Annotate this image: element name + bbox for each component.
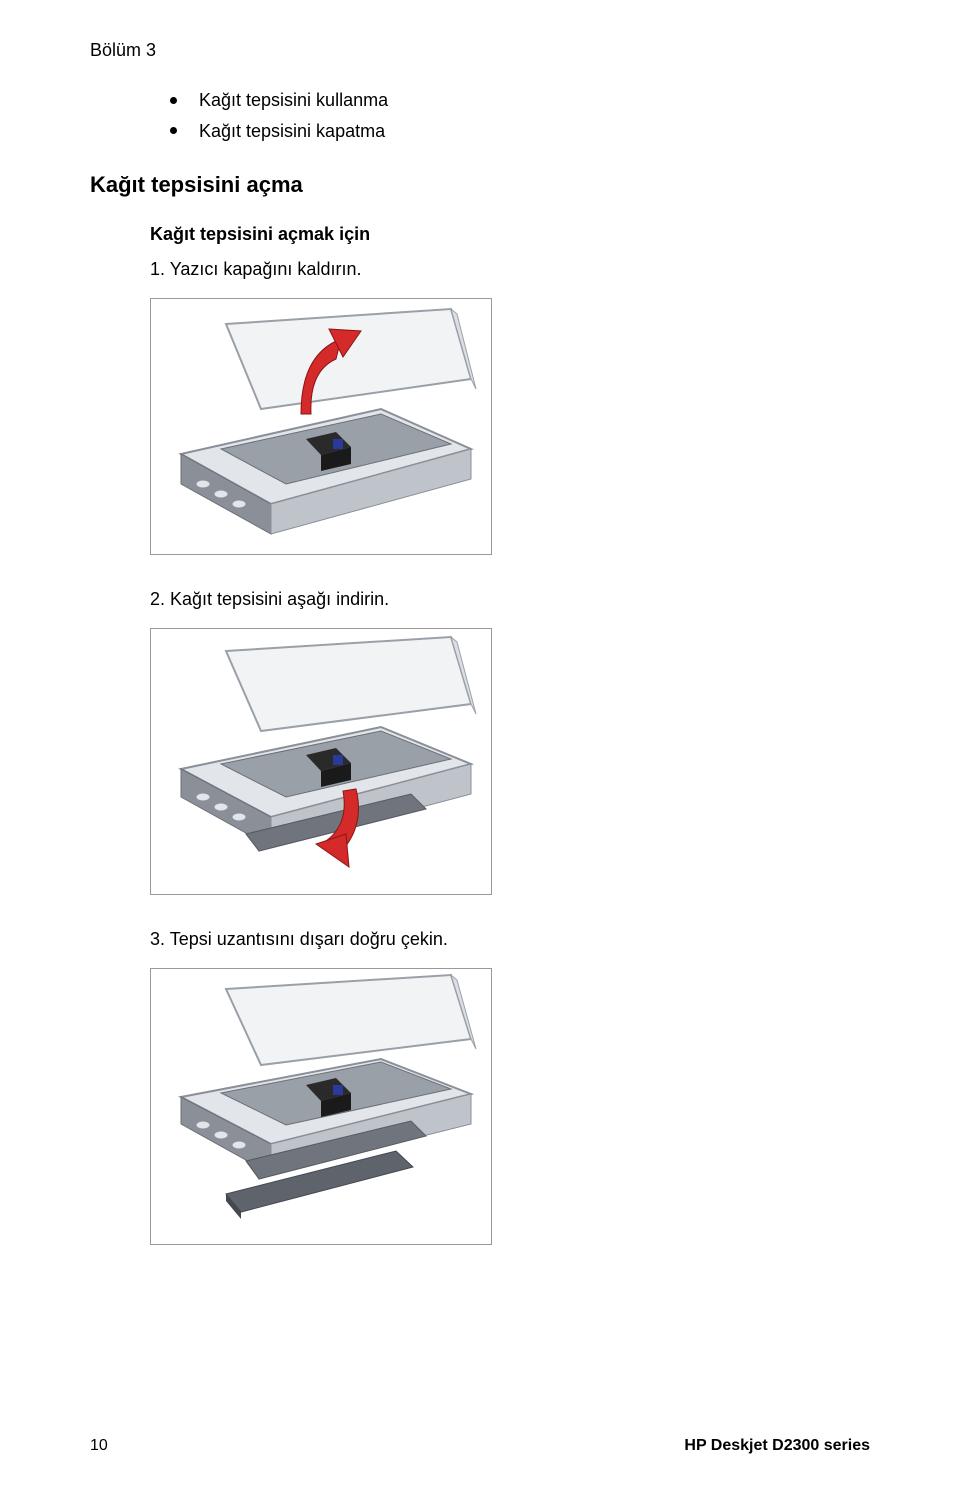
illustration-3 [150, 968, 870, 1245]
printer-illustration-tray-extended-icon [151, 969, 491, 1239]
printer-illustration-tray-down-icon [151, 629, 491, 889]
content-block: Kağıt tepsisini açmak için 1. Yazıcı kap… [150, 224, 870, 1244]
illustration-frame [150, 628, 492, 895]
page-footer: 10 HP Deskjet D2300 series [90, 1437, 870, 1455]
step-1-text: 1. Yazıcı kapağını kaldırın. [150, 255, 870, 284]
printer-illustration-lid-up-icon [151, 299, 491, 549]
list-item: Kağıt tepsisini kapatma [170, 116, 870, 147]
page: Bölüm 3 Kağıt tepsisini kullanma Kağıt t… [0, 0, 960, 1499]
step-2-text: 2. Kağıt tepsisini aşağı indirin. [150, 585, 870, 614]
step-3-text: 3. Tepsi uzantısını dışarı doğru çekin. [150, 925, 870, 954]
product-name: HP Deskjet D2300 series [684, 1437, 870, 1455]
section-label: Bölüm 3 [90, 40, 870, 61]
page-number: 10 [90, 1437, 108, 1455]
bullet-list: Kağıt tepsisini kullanma Kağıt tepsisini… [170, 85, 870, 146]
illustration-frame [150, 968, 492, 1245]
list-item: Kağıt tepsisini kullanma [170, 85, 870, 116]
sub-heading: Kağıt tepsisini açmak için [150, 224, 870, 245]
bullet-text: Kağıt tepsisini kullanma [199, 85, 388, 116]
bullet-text: Kağıt tepsisini kapatma [199, 116, 385, 147]
bullet-icon [170, 127, 177, 134]
bullet-icon [170, 97, 177, 104]
illustration-frame [150, 298, 492, 555]
illustration-2 [150, 628, 870, 895]
page-heading: Kağıt tepsisini açma [90, 172, 870, 198]
illustration-1 [150, 298, 870, 555]
